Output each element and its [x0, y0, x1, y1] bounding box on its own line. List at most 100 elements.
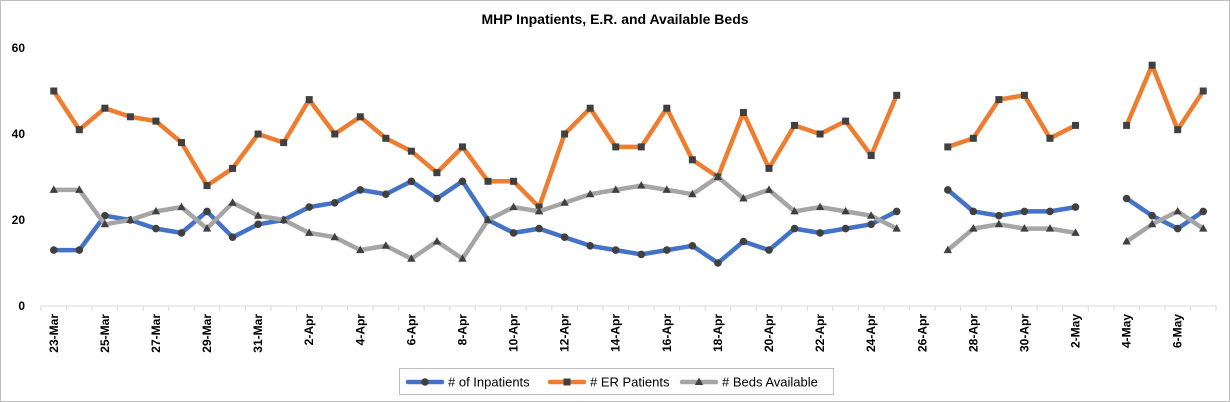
- series-line-er-patients: [1124, 62, 1206, 132]
- legend-marker: [563, 378, 571, 386]
- x-tick-label: 23-Mar: [47, 314, 61, 353]
- data-point-beds-available: [330, 232, 339, 241]
- series-line-inpatients: [945, 187, 1078, 218]
- data-point-beds-available: [458, 254, 467, 262]
- data-point-er-patients: [893, 91, 901, 99]
- series-line-er-patients: [945, 93, 1078, 150]
- data-point-er-patients: [842, 117, 850, 125]
- data-point-inpatients: [995, 211, 1003, 220]
- data-point-er-patients: [407, 147, 415, 155]
- chart-title: MHP Inpatients, E.R. and Available Beds: [481, 11, 749, 27]
- x-tick-label: 31-Mar: [251, 314, 265, 353]
- data-point-inpatients: [867, 220, 875, 229]
- data-point-er-patients: [101, 104, 109, 112]
- data-point-inpatients: [382, 190, 390, 198]
- data-point-beds-available: [764, 185, 774, 193]
- data-point-beds-available: [637, 181, 646, 189]
- data-point-er-patients: [739, 109, 747, 116]
- data-point-inpatients: [254, 220, 262, 229]
- x-tick-label: 6-Apr: [404, 314, 418, 346]
- data-point-inpatients: [509, 229, 518, 237]
- legend-marker: [421, 378, 429, 386]
- data-point-inpatients: [152, 224, 160, 233]
- data-point-er-patients: [126, 113, 134, 121]
- data-point-inpatients: [228, 233, 237, 241]
- data-point-inpatients: [1148, 211, 1156, 220]
- data-point-beds-available: [202, 224, 212, 232]
- data-point-beds-available: [381, 241, 391, 249]
- legend-label: # Beds Available: [722, 375, 818, 390]
- data-point-beds-available: [483, 215, 493, 223]
- data-point-er-patients: [75, 126, 83, 134]
- data-point-beds-available: [1045, 224, 1055, 232]
- series-inpatients: [49, 177, 1208, 267]
- data-point-beds-available: [841, 206, 850, 215]
- data-point-inpatients: [49, 246, 58, 254]
- data-point-inpatients: [330, 199, 339, 207]
- data-point-er-patients: [50, 87, 58, 95]
- data-point-beds-available: [866, 211, 876, 219]
- data-point-inpatients: [535, 224, 543, 233]
- data-point-inpatients: [841, 224, 850, 233]
- data-point-inpatients: [356, 186, 365, 194]
- data-point-er-patients: [152, 117, 160, 125]
- data-point-beds-available: [228, 198, 237, 206]
- legend: # of Inpatients # ER Patients # Beds Avail…: [399, 368, 834, 395]
- data-point-beds-available: [969, 224, 978, 232]
- data-point-beds-available: [177, 202, 186, 211]
- data-point-er-patients: [1199, 87, 1207, 95]
- x-tick-label: 14-Apr: [609, 314, 623, 352]
- x-tick-label: 2-Apr: [302, 314, 316, 346]
- data-point-er-patients: [791, 121, 799, 129]
- data-point-inpatients: [816, 229, 824, 237]
- y-tick-label: 20: [12, 213, 26, 227]
- data-point-er-patients: [356, 113, 364, 121]
- y-tick-label: 0: [18, 299, 25, 313]
- data-point-er-patients: [688, 156, 696, 164]
- x-tick-label: 20-Apr: [762, 314, 776, 352]
- data-point-er-patients: [1148, 61, 1156, 69]
- data-point-beds-available: [1199, 224, 1208, 232]
- data-point-er-patients: [765, 164, 773, 172]
- x-tick-label: 4-May: [1120, 314, 1134, 348]
- data-point-inpatients: [892, 207, 901, 216]
- data-point-inpatients: [1199, 207, 1208, 216]
- x-tick-label: 10-Apr: [507, 314, 521, 352]
- data-point-er-patients: [305, 96, 313, 104]
- series-line-inpatients: [51, 179, 899, 266]
- series-layer: [49, 61, 1208, 267]
- data-point-beds-available: [432, 237, 442, 245]
- data-point-er-patients: [1046, 134, 1054, 142]
- data-point-inpatients: [790, 224, 799, 233]
- data-point-beds-available: [1071, 228, 1080, 236]
- data-point-er-patients: [1123, 121, 1131, 129]
- data-point-inpatients: [969, 207, 978, 216]
- data-point-er-patients: [382, 134, 390, 142]
- data-point-beds-available: [126, 215, 135, 223]
- x-tick-label: 4-Apr: [353, 314, 367, 346]
- data-point-er-patients: [433, 169, 441, 177]
- legend-entry-beds-available: # Beds Available: [679, 375, 818, 390]
- y-tick-label: 60: [12, 41, 26, 55]
- data-point-er-patients: [816, 130, 824, 138]
- data-point-inpatients: [586, 242, 594, 250]
- data-point-beds-available: [560, 198, 569, 206]
- x-tick-label: 22-Apr: [813, 314, 827, 352]
- data-point-er-patients: [280, 139, 288, 147]
- data-point-er-patients: [995, 96, 1003, 104]
- data-point-er-patients: [203, 182, 211, 190]
- data-point-er-patients: [561, 130, 569, 138]
- data-point-beds-available: [407, 254, 416, 262]
- data-point-beds-available: [713, 172, 723, 180]
- data-point-inpatients: [1020, 207, 1029, 216]
- data-point-beds-available: [994, 219, 1004, 228]
- legend-entry-inpatients: # of Inpatients: [405, 375, 530, 390]
- data-point-beds-available: [1020, 224, 1029, 232]
- data-point-er-patients: [637, 143, 645, 151]
- data-point-er-patients: [254, 130, 262, 138]
- data-point-beds-available: [739, 194, 748, 202]
- data-point-beds-available: [688, 189, 697, 198]
- data-point-er-patients: [484, 177, 492, 185]
- data-point-inpatients: [203, 207, 211, 216]
- axes-layer: 0 20 40 60 23-Mar 25-Mar 27-Mar 29-Mar 31-Mar 2-A…: [12, 41, 1217, 353]
